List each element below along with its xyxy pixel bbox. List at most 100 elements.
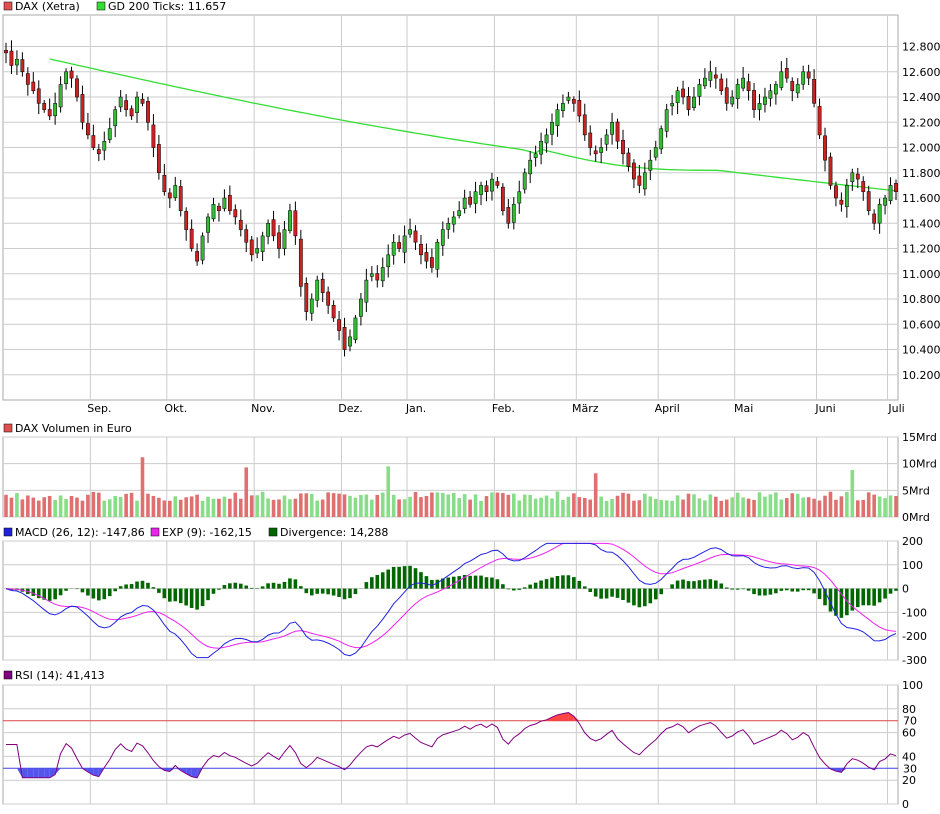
divergence-bar xyxy=(391,566,396,589)
volume-bar xyxy=(424,496,429,517)
divergence-bar xyxy=(582,586,587,589)
volume-bar xyxy=(75,497,79,517)
candle xyxy=(337,310,341,341)
candle-body xyxy=(490,178,494,192)
candle xyxy=(670,94,675,116)
divergence-bar xyxy=(517,588,522,590)
volume-bar xyxy=(479,500,483,517)
candle-body xyxy=(566,96,571,101)
rsi-tick-label: 60 xyxy=(902,727,916,740)
candle-body xyxy=(195,251,199,262)
divergence-bar xyxy=(36,588,41,599)
candle xyxy=(20,52,25,77)
divergence-bar xyxy=(544,579,549,589)
candle-body xyxy=(342,326,347,350)
rsi-line xyxy=(6,711,897,779)
candle xyxy=(555,103,560,137)
volume-bar xyxy=(566,496,571,517)
legend-swatch-exp xyxy=(150,527,160,537)
divergence-bar xyxy=(288,578,292,589)
volume-bar xyxy=(746,498,751,517)
candle-body xyxy=(80,94,85,123)
candle xyxy=(773,81,778,105)
divergence-bar xyxy=(331,588,336,596)
candles xyxy=(4,40,898,357)
price-tick-label: 11.800 xyxy=(902,167,940,180)
volume-bar xyxy=(244,467,249,517)
divergence-bar xyxy=(304,588,309,594)
macd-plot-frame xyxy=(2,540,899,661)
volume-bar xyxy=(249,495,254,517)
divergence-bar xyxy=(320,588,325,594)
macd-grid xyxy=(3,540,898,661)
candle xyxy=(653,140,658,161)
volume-bar xyxy=(271,499,276,517)
candle xyxy=(282,221,287,256)
divergence-bar xyxy=(757,588,762,596)
volume-tick-label: 5Mrd xyxy=(902,484,930,497)
candle xyxy=(877,198,882,234)
candle-body xyxy=(692,96,696,108)
volume-bar xyxy=(419,497,423,517)
divergence-bar xyxy=(828,588,833,612)
candle xyxy=(227,185,232,215)
divergence-bar xyxy=(184,588,188,606)
volume-bar xyxy=(572,493,576,517)
candle-body xyxy=(653,147,658,158)
month-label: Okt. xyxy=(164,402,187,415)
divergence-bar xyxy=(877,588,882,603)
divergence-bar xyxy=(64,588,68,591)
candle-body xyxy=(206,216,210,233)
candle-body xyxy=(855,173,860,180)
divergence-bar xyxy=(752,588,756,595)
legend-swatch-divergence xyxy=(268,527,278,537)
divergence-bar xyxy=(102,588,107,600)
volume-bar xyxy=(495,492,500,517)
volume-bar xyxy=(894,495,898,517)
candle-body xyxy=(107,128,112,140)
candle-body xyxy=(697,84,702,97)
divergence-bar xyxy=(228,583,232,589)
macd-y-axis: 200 100 0 -100 -200 -300 xyxy=(902,535,927,667)
candle-body xyxy=(249,239,254,256)
candle-body xyxy=(675,90,680,103)
volume-panel: DAX Volumen in Euro 15Mrd 10Mrd 5Mrd 0Mrd xyxy=(2,422,937,524)
candle xyxy=(511,197,516,230)
macd-tick-label: 100 xyxy=(902,559,923,572)
candle-body xyxy=(424,252,429,262)
candle xyxy=(315,275,320,308)
volume-bar xyxy=(162,500,167,517)
candle-body xyxy=(244,229,249,243)
volume-bar xyxy=(735,492,740,517)
candle xyxy=(779,61,784,91)
price-tick-label: 11.400 xyxy=(902,217,940,230)
price-tick-label: 10.600 xyxy=(902,318,940,331)
divergence-bar xyxy=(883,588,887,599)
volume-bar xyxy=(544,495,549,517)
candle xyxy=(861,176,866,201)
candle-body xyxy=(15,58,19,66)
candle-body xyxy=(522,172,527,190)
candle xyxy=(80,85,85,130)
candle-body xyxy=(25,73,30,85)
volume-bar xyxy=(675,495,680,517)
candle-body xyxy=(844,185,849,208)
x-axis-months: Sep. Okt. Nov. Dez. Jan. Feb. März April Mai Juni… xyxy=(87,402,904,415)
candle-body xyxy=(419,243,423,256)
candle-body xyxy=(506,207,511,224)
month-label: Jan. xyxy=(405,402,426,415)
candle xyxy=(298,229,303,297)
candle xyxy=(178,179,183,217)
candle-body xyxy=(648,159,653,171)
price-tick-label: 12.200 xyxy=(902,116,940,129)
candle-body xyxy=(359,298,363,317)
candle xyxy=(293,201,298,245)
candle xyxy=(4,42,8,64)
divergence-bar xyxy=(233,582,238,589)
volume-bar xyxy=(217,498,221,517)
candle xyxy=(266,219,270,245)
candle-body xyxy=(375,273,380,281)
candle-body xyxy=(801,71,806,85)
volume-bar xyxy=(763,496,767,517)
gd200-line xyxy=(49,58,897,192)
